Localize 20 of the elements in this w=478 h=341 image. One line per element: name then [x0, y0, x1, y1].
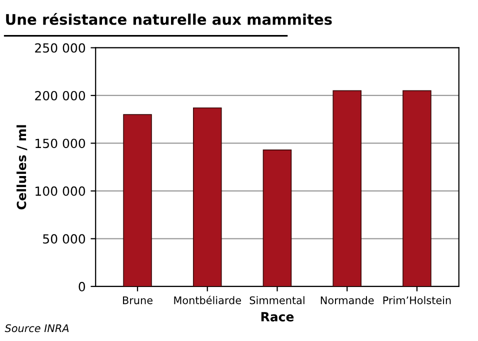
x-tick-label: Simmental	[250, 296, 304, 304]
bar	[262, 149, 292, 286]
chart-title: Une résistance naturelle aux mammites	[6, 13, 332, 25]
x-tick-label: Normande	[320, 296, 374, 304]
source-note: Source INRA	[4, 324, 69, 332]
bar	[192, 107, 222, 286]
y-axis-title: Cellules / ml	[16, 125, 28, 210]
x-tick-label: Montbéliarde	[174, 296, 242, 304]
x-axis-title: Race	[261, 312, 294, 322]
y-tick-label: 50 000	[43, 234, 86, 244]
bar	[123, 114, 152, 286]
y-tick-label: 150 000	[36, 138, 86, 148]
x-tick-label: Prim’Holstein	[383, 296, 451, 304]
y-tick-label: 200 000	[35, 90, 86, 100]
y-tick-label: 250 000	[35, 43, 86, 53]
y-tick-label: 0	[78, 282, 86, 292]
bar	[332, 90, 362, 286]
bar	[402, 90, 432, 286]
y-tick-label: 100 000	[36, 186, 86, 196]
x-tick-label: Brune	[123, 296, 152, 304]
